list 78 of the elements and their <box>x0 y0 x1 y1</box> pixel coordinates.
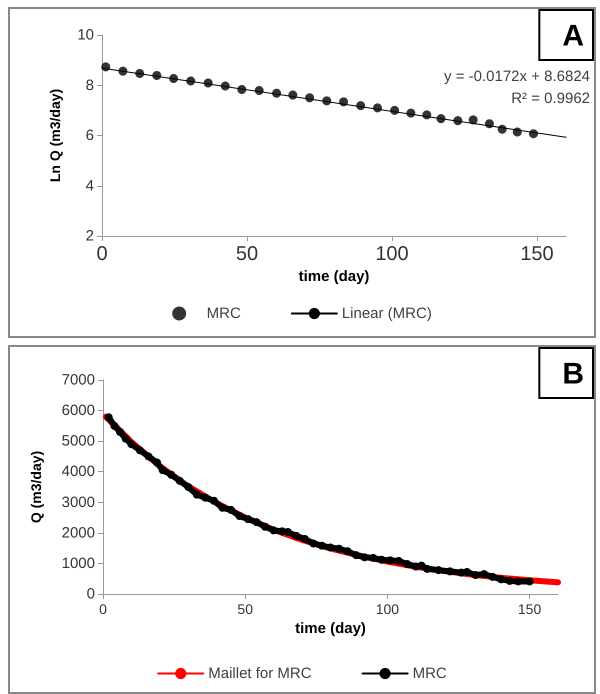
point <box>344 547 352 556</box>
text: B <box>562 358 584 390</box>
point <box>360 553 369 562</box>
y-axis-title: Q (m3/day) <box>28 450 44 524</box>
x-tick-label: 50 <box>236 243 258 265</box>
y-axis-title: Ln Q (m3/day) <box>47 88 63 182</box>
point <box>176 476 184 485</box>
point <box>236 512 244 520</box>
y-tick-label: 4000 <box>62 463 95 480</box>
x-axis-title: time (day) <box>298 268 370 285</box>
point <box>394 556 403 565</box>
annotation: y = -0.0172x + 8.6824 <box>444 68 590 85</box>
y-tick-label: 8 <box>86 76 94 94</box>
point <box>468 115 478 124</box>
point <box>127 440 136 448</box>
y-tick-label: 7000 <box>62 372 95 388</box>
annotation: A <box>562 20 584 52</box>
point <box>116 428 124 436</box>
point <box>104 413 113 422</box>
point <box>335 544 344 553</box>
y-tick-label: 10 <box>77 26 94 44</box>
point <box>318 542 326 550</box>
point <box>472 571 480 580</box>
point <box>167 470 176 479</box>
y-tick-label: 3000 <box>62 494 95 511</box>
x-tick-label: 0 <box>99 601 108 617</box>
point <box>386 556 394 564</box>
point <box>284 528 292 536</box>
y-tick-label: 2 <box>86 228 94 244</box>
x-axis-title: time (day) <box>295 620 366 637</box>
legend-label: Maillet for MRC <box>208 665 312 682</box>
point <box>270 526 278 534</box>
point <box>378 556 386 564</box>
x-tick-label: 150 <box>518 601 542 617</box>
point <box>252 518 261 526</box>
point <box>244 515 252 524</box>
y-tick-label: 6 <box>86 127 94 144</box>
annotation: R² = 0.9962 <box>511 90 590 107</box>
point <box>292 532 300 540</box>
point <box>488 572 497 581</box>
point <box>201 494 210 502</box>
x-tick-label: 100 <box>375 243 409 265</box>
point <box>423 564 432 573</box>
y-tick-label: 0 <box>86 586 95 602</box>
x-tick-label: 50 <box>237 601 254 617</box>
point <box>110 422 118 430</box>
point <box>418 562 426 570</box>
y-tick-label: 4 <box>86 177 94 194</box>
point <box>158 466 167 474</box>
y-tick-label: 2000 <box>62 524 95 542</box>
point <box>480 570 488 578</box>
point <box>210 496 218 505</box>
point <box>136 446 144 454</box>
point <box>122 434 130 443</box>
y-tick-label: 6000 <box>62 402 95 420</box>
point <box>403 560 412 568</box>
point <box>352 551 360 560</box>
point <box>497 575 506 584</box>
point <box>261 522 270 531</box>
legend-label: MRC <box>206 305 241 322</box>
legend-label: MRC <box>412 665 447 682</box>
point <box>326 544 334 552</box>
point <box>218 504 226 512</box>
point <box>506 576 514 585</box>
x-tick-label: 150 <box>520 243 554 265</box>
legend-label: Linear (MRC) <box>342 305 432 322</box>
point <box>192 490 201 499</box>
point <box>184 483 192 491</box>
point <box>369 554 378 562</box>
point <box>153 458 162 467</box>
point <box>463 568 471 576</box>
y-tick-label: 1000 <box>62 554 95 572</box>
y-tick-label: 5000 <box>62 432 95 450</box>
point <box>309 540 318 548</box>
x-tick-label: 100 <box>376 601 400 617</box>
point <box>144 452 152 460</box>
point <box>226 506 235 514</box>
point <box>300 534 309 543</box>
